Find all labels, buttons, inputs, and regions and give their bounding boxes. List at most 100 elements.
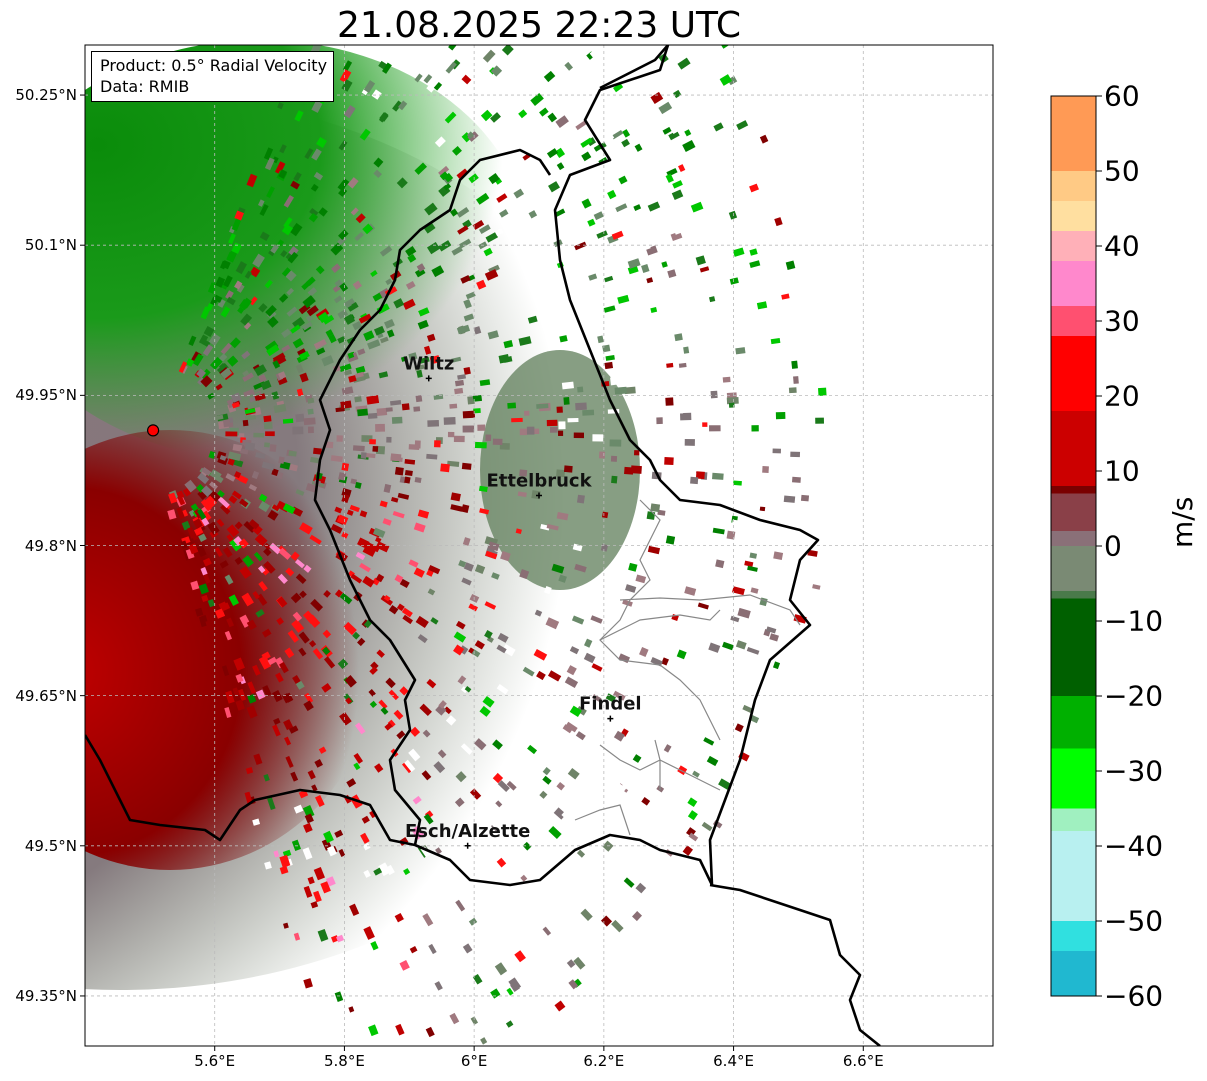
radar-speckle	[333, 295, 343, 304]
radar-speckle	[238, 538, 249, 549]
radar-speckle	[304, 692, 314, 704]
radar-speckle	[219, 560, 229, 569]
radar-speckle	[447, 460, 460, 467]
radar-speckle	[405, 280, 416, 290]
radar-speckle	[678, 164, 686, 172]
radar-speckle	[567, 417, 579, 423]
radar-speckle	[575, 120, 588, 131]
radar-speckle	[334, 589, 343, 598]
radar-speckle	[347, 301, 359, 312]
radar-speckle	[450, 961, 459, 970]
radar-speckle	[272, 360, 281, 369]
radar-speckle	[370, 661, 379, 670]
radar-speckle	[261, 461, 275, 471]
radar-speckle	[472, 394, 483, 402]
radar-speckle	[217, 298, 226, 308]
radar-speckle	[517, 491, 527, 498]
radar-speckle	[229, 337, 241, 349]
radar-speckle	[295, 573, 307, 585]
radar-speckle	[240, 313, 253, 326]
radar-speckle	[279, 144, 287, 154]
radar-speckle	[657, 509, 666, 516]
lon-tick-label: 6.4°E	[713, 1052, 754, 1070]
radar-speckle	[405, 245, 417, 257]
radar-speckle	[283, 217, 293, 229]
radar-speckle	[463, 299, 472, 309]
radar-speckle	[582, 409, 595, 416]
radar-speckle	[281, 328, 292, 339]
radar-speckle	[662, 284, 671, 293]
radar-speckle	[678, 362, 687, 368]
radar-speckle	[534, 609, 543, 617]
radar-speckle	[372, 527, 386, 538]
radar-speckle	[313, 890, 322, 903]
radar-speckle	[518, 109, 528, 119]
radar-speckle	[708, 652, 720, 661]
radar-speckle	[600, 915, 613, 927]
radar-speckle	[279, 854, 291, 868]
radar-speckle	[338, 187, 348, 197]
radar-speckle	[372, 292, 383, 302]
radar-speckle	[674, 333, 683, 342]
radar-speckle	[419, 703, 432, 717]
radar-speckle	[590, 615, 603, 624]
lat-tick-label: 49.35°N	[15, 986, 77, 1005]
colorbar-tick-label: 10	[1104, 454, 1140, 488]
radar-speckle	[556, 406, 563, 413]
radar-speckle	[381, 62, 392, 74]
radar-speckle	[292, 611, 303, 622]
colorbar-tick-label: 50	[1104, 154, 1140, 188]
radar-speckle	[466, 131, 475, 139]
radar-speckle	[716, 720, 725, 728]
radar-speckle	[223, 275, 233, 288]
radar-speckle	[303, 978, 313, 989]
radar-speckle	[320, 881, 331, 894]
radar-speckle	[385, 864, 395, 876]
radar-speckle	[478, 485, 488, 493]
radar-speckle	[337, 658, 349, 669]
radar-speckle	[602, 344, 611, 353]
radar-speckle	[443, 416, 456, 425]
radar-speckle	[680, 412, 692, 421]
radar-speckle	[225, 690, 235, 704]
radar-speckle	[737, 607, 751, 619]
radar-speckle	[373, 867, 383, 876]
radar-speckle	[684, 439, 695, 446]
radar-speckle	[227, 458, 235, 466]
radar-speckle	[513, 188, 525, 199]
radar-speckle	[646, 277, 654, 284]
radar-speckle	[399, 578, 410, 589]
radar-speckle	[484, 269, 499, 281]
radar-speckle	[632, 923, 644, 935]
colorbar-segment	[1051, 748, 1096, 809]
radar-speckle	[220, 504, 231, 515]
radar-speckle	[505, 1020, 514, 1028]
radar-speckle	[484, 630, 493, 639]
radar-speckle	[361, 815, 370, 824]
radar-speckle	[663, 744, 672, 753]
radar-speckle	[416, 263, 426, 272]
radar-speckle	[226, 524, 240, 538]
radar-speckle	[652, 155, 662, 165]
radar-speckle	[447, 431, 455, 438]
radar-speckle	[684, 129, 692, 137]
radar-speckle	[423, 222, 436, 234]
radar-speckle	[247, 681, 257, 694]
radar-speckle	[331, 263, 341, 273]
radar-speckle	[384, 722, 393, 731]
radar-speckle	[359, 128, 371, 141]
radar-speckle	[639, 647, 649, 658]
colorbar-segment	[1051, 808, 1096, 832]
radar-speckle	[353, 752, 364, 764]
radar-speckle	[435, 704, 447, 716]
radar-speckle	[363, 869, 371, 878]
radar-speckle	[264, 861, 272, 870]
radar-speckle	[423, 74, 433, 84]
radar-speckle	[404, 476, 411, 484]
radar-speckle	[323, 830, 334, 844]
radar-speckle	[224, 707, 232, 719]
radar-speckle	[264, 279, 273, 289]
radar-speckle	[279, 661, 289, 674]
radar-speckle	[438, 165, 450, 177]
radar-speckle	[788, 387, 797, 394]
